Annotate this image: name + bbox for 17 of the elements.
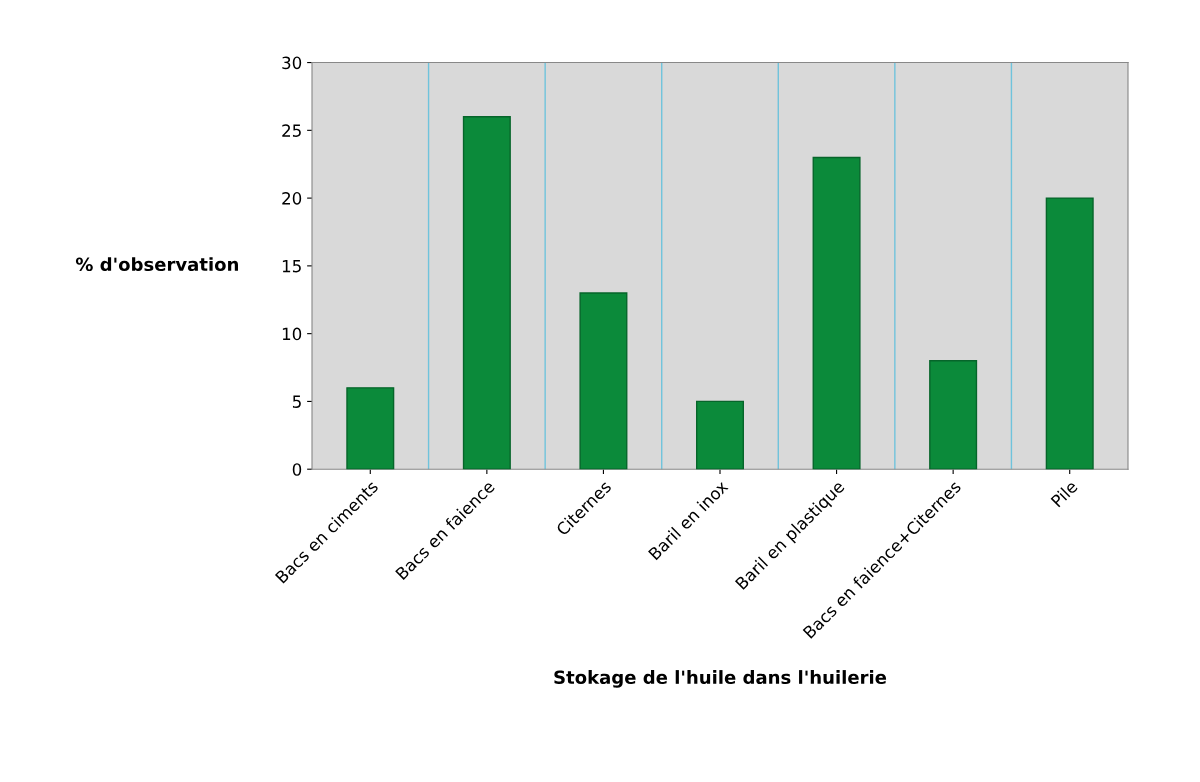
bar [695, 400, 745, 470]
y-tick-label: 25 [282, 124, 301, 137]
bar [462, 116, 511, 470]
bar [812, 156, 861, 470]
y-tick-label: 10 [282, 327, 302, 341]
bar [1045, 197, 1094, 470]
bar [579, 292, 628, 470]
y-axis-title: % d'observation [75, 257, 238, 272]
x-axis-title: Stokage de l'huile dans l'huilerie [554, 670, 887, 688]
y-tick-label: 5 [292, 395, 301, 408]
y-tick-label: 30 [282, 56, 302, 70]
bar [929, 360, 978, 470]
y-tick-label: 15 [282, 260, 301, 273]
y-tick-label: 0 [292, 463, 302, 476]
y-tick-label: 20 [282, 192, 302, 205]
bar [346, 387, 395, 470]
x-tick-label: Pile [1050, 479, 1079, 508]
